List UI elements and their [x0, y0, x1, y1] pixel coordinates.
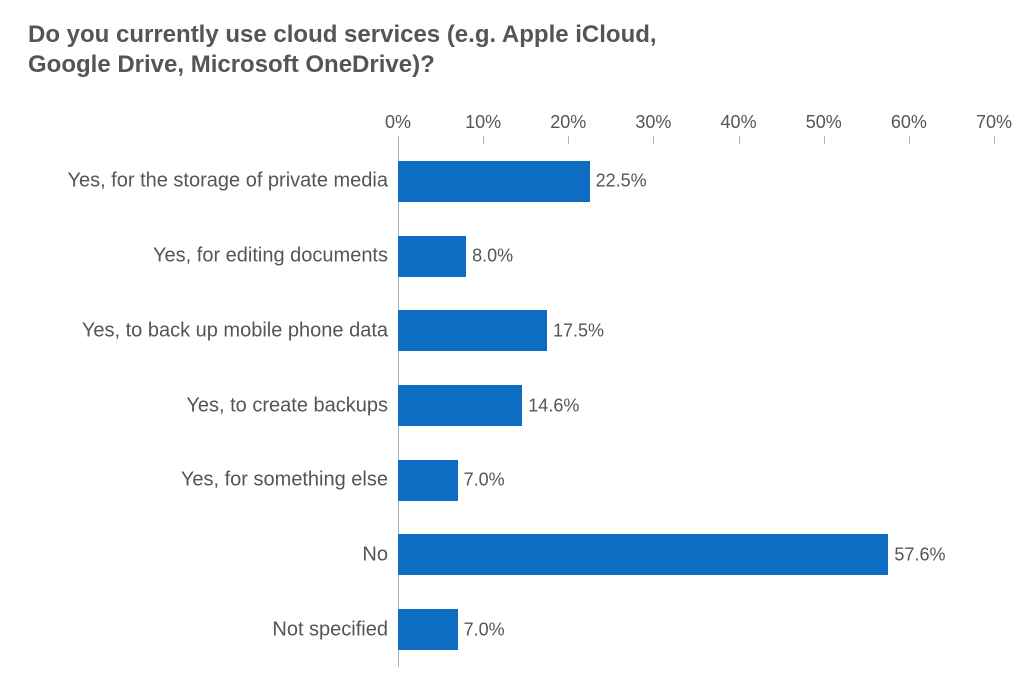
x-axis-label: 40% — [721, 112, 757, 133]
chart-title: Do you currently use cloud services (e.g… — [28, 20, 996, 80]
x-axis-label: 0% — [385, 112, 411, 133]
x-axis-label: 10% — [465, 112, 501, 133]
category-label: Yes, to create backups — [28, 394, 396, 417]
category-label: No — [28, 543, 396, 566]
x-axis-label: 60% — [891, 112, 927, 133]
category-label: Not specified — [28, 618, 396, 641]
x-axis-tick — [909, 136, 910, 144]
value-label: 57.6% — [894, 544, 945, 565]
x-axis-tick — [653, 136, 654, 144]
bar — [398, 609, 458, 650]
bar — [398, 161, 590, 202]
category-label: Yes, for editing documents — [28, 245, 396, 268]
chart-title-line1: Do you currently use cloud services (e.g… — [28, 20, 996, 50]
bar — [398, 534, 888, 575]
value-label: 8.0% — [472, 246, 513, 267]
value-label: 14.6% — [528, 395, 579, 416]
x-axis-tick — [398, 136, 399, 144]
value-label: 7.0% — [464, 470, 505, 491]
x-axis-tick — [824, 136, 825, 144]
x-axis-label: 20% — [550, 112, 586, 133]
bar-chart: 0%10%20%30%40%50%60%70%Yes, for the stor… — [28, 110, 996, 669]
chart-title-line2: Google Drive, Microsoft OneDrive)? — [28, 50, 996, 80]
chart-page: { "title_line1": "Do you currently use c… — [0, 0, 1024, 679]
category-label: Yes, for the storage of private media — [28, 170, 396, 193]
x-axis-tick — [739, 136, 740, 144]
value-label: 22.5% — [596, 171, 647, 192]
bar — [398, 385, 522, 426]
bar — [398, 460, 458, 501]
x-axis-label: 50% — [806, 112, 842, 133]
value-label: 17.5% — [553, 320, 604, 341]
x-axis-label: 70% — [976, 112, 1012, 133]
x-axis-tick — [568, 136, 569, 144]
category-label: Yes, for something else — [28, 469, 396, 492]
bar — [398, 236, 466, 277]
x-axis-tick — [994, 136, 995, 144]
category-label: Yes, to back up mobile phone data — [28, 319, 396, 342]
value-label: 7.0% — [464, 619, 505, 640]
bar — [398, 310, 547, 351]
x-axis-label: 30% — [635, 112, 671, 133]
x-axis-tick — [483, 136, 484, 144]
